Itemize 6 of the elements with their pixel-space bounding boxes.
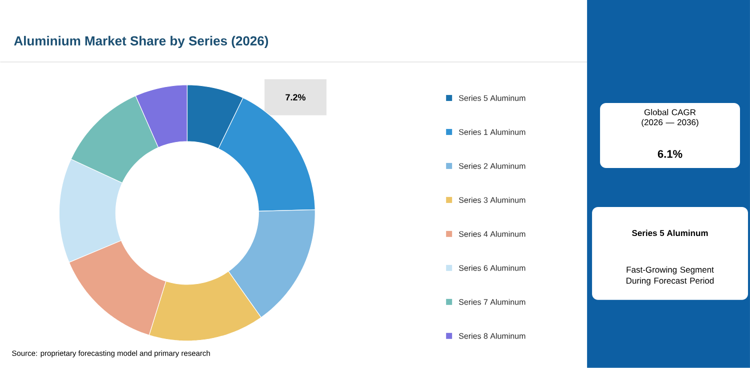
data-label: 7.2%: [286, 94, 306, 101]
text: Fast-Growing Segment During Forecast Period: [626, 266, 714, 286]
chart-title: Aluminium Market Share by Series (2026): [14, 36, 268, 48]
text: 6.1%: [658, 150, 682, 158]
text: Series 5 Aluminum: [632, 230, 708, 236]
text: Global CAGR (2026 — 2036): [642, 109, 698, 127]
